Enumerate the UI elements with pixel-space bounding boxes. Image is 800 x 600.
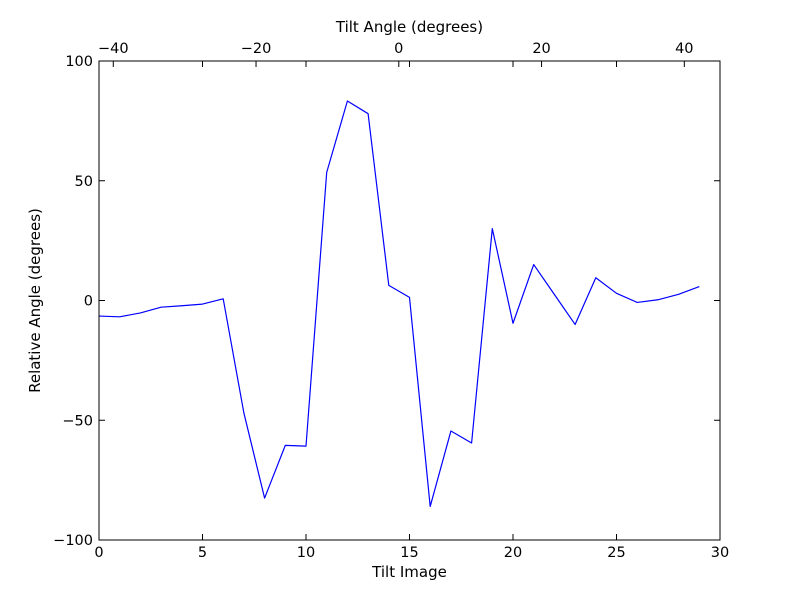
x-tick-label: 10	[297, 545, 315, 561]
x-tick-label: 20	[504, 545, 522, 561]
x2-tick-label: 0	[394, 41, 403, 57]
x-axis-title: Tilt Image	[371, 563, 447, 581]
series-layer	[98, 100, 700, 508]
x-tick-label: 30	[711, 545, 729, 561]
x-tick-label: 25	[607, 545, 625, 561]
x2-tick-label: −40	[98, 41, 129, 57]
y-tick-label: 100	[65, 54, 93, 70]
y-tick-label: −50	[62, 413, 93, 429]
y-tick-label: 0	[84, 294, 93, 310]
x-tick-label: 0	[94, 545, 103, 561]
x2-tick-label: 40	[675, 41, 693, 57]
x-tick-label: 15	[400, 545, 418, 561]
y-tick-label: 50	[75, 174, 93, 190]
x-tick-label: 5	[198, 545, 207, 561]
top-axis-title: Tilt Angle (degrees)	[335, 18, 483, 36]
x2-tick-label: 20	[532, 41, 550, 57]
y-tick-label: −100	[53, 533, 93, 549]
x2-tick-label: −20	[241, 41, 272, 57]
y-axis-title: Relative Angle (degrees)	[26, 208, 44, 393]
series-line	[98, 100, 700, 508]
ticks-layer: 0 5 10 15 20 25 30 −40 −20 0 20 40 −100 −50 0 50 100	[53, 41, 729, 561]
